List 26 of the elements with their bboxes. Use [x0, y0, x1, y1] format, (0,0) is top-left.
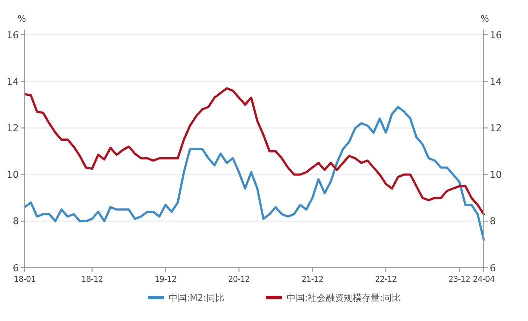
legend-label: 中国:M2:同比 [169, 293, 225, 304]
y-tick-label: 8 [12, 216, 19, 228]
y-tick-label: 16 [6, 30, 19, 42]
x-tick-label: 19-12 [154, 275, 177, 284]
x-tick-label: 18-01 [14, 275, 36, 284]
legend-label: 中国:社会融资规模存量:同比 [287, 293, 402, 304]
y-tick-label: 10 [6, 170, 19, 182]
x-tick-label: 22-12 [375, 275, 398, 284]
y-tick-label: 14 [6, 76, 19, 88]
y2-tick-label: 12 [490, 124, 502, 135]
y-tick-label: 12 [6, 124, 19, 135]
y2-tick-label: 14 [490, 76, 502, 88]
line-series [24, 106, 486, 242]
x-tick-label: 24-04 [473, 275, 496, 284]
y-tick-label: 6 [12, 263, 19, 274]
line-series [24, 87, 486, 216]
x-tick-label: 18-12 [81, 275, 104, 284]
x-tick-label: 21-12 [302, 275, 324, 284]
x-tick-label: 20-12 [228, 275, 250, 284]
y-axis-title: % [18, 15, 27, 25]
y2-tick-label: 16 [490, 30, 502, 42]
x-tick-label: 23-12 [448, 275, 471, 284]
y2-axis-title: % [480, 15, 490, 25]
y2-tick-label: 8 [490, 216, 496, 228]
y2-tick-label: 6 [490, 263, 496, 274]
y2-tick-label: 10 [490, 170, 502, 182]
